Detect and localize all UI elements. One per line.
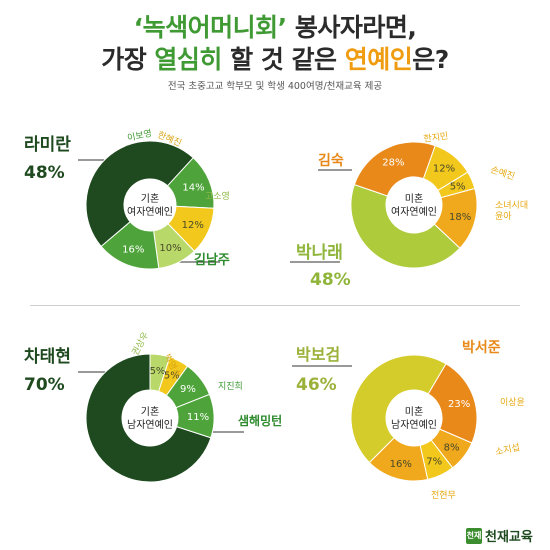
slice-name-label: 지진희 (218, 380, 243, 392)
slice-name-label: 라미란 (24, 135, 71, 155)
slice-value-label: 10% (159, 243, 181, 254)
slice-name-label: 박나래 (296, 243, 343, 263)
slice-value-label: 12% (433, 164, 455, 175)
page-title-line1: ‘녹색어머니회’ 봉사자라면, (0, 8, 550, 44)
slice-name-label: 손예진 (489, 164, 516, 182)
page-title-line2: 가장 열심히 할 것 같은 연예인은? (0, 40, 550, 76)
slice-name-label: 전현무 (431, 490, 456, 501)
title-highlight-orange: 연예인 (344, 45, 413, 74)
main-slice-value-label: 70% (24, 375, 65, 395)
slice-name-label: 샘해밍턴 (238, 413, 282, 428)
donut-center-title: 남자연예인 (127, 419, 173, 431)
slice-value-label: 5% (150, 366, 166, 377)
slice-name-label: 김숙 (318, 152, 344, 169)
donut-center-title: 남자연예인 (391, 419, 437, 431)
slice-name-part: 윤아 (495, 211, 512, 222)
donut-center-title: 미혼 (405, 192, 423, 205)
slice-name-part: 소녀시대 (495, 200, 528, 211)
slice-name-label: 이보영 (126, 128, 153, 144)
slice-name-label: 박보검 (296, 345, 340, 364)
donut-center (125, 180, 175, 230)
pie-slice-5 (175, 393, 215, 439)
pie-slice-1 (85, 140, 194, 248)
slice-name-label: 한지민 (423, 131, 449, 145)
slice-name-label: 권상우 (129, 330, 151, 358)
pie-slice-5 (368, 437, 429, 482)
pie-slice-1 (350, 354, 447, 464)
donut-center-title: 기혼 (141, 192, 159, 205)
main-slice-value-label: 48% (24, 163, 65, 183)
slice-name-label: 박서준 (462, 339, 501, 356)
section-divider (30, 305, 520, 306)
pie-slice-1 (350, 183, 461, 269)
source-subtitle: 전국 초중고교 학부모 및 학생 400여명/천재교육 제공 (167, 81, 383, 92)
slice-value-label: 5% (450, 182, 466, 193)
slice-value-label: 18% (449, 212, 471, 223)
main-slice-value-label: 46% (296, 375, 337, 395)
pie-slice-1 (85, 353, 212, 483)
donut-center (387, 178, 441, 232)
title-line1-rest: 봉사자라면, (286, 13, 417, 42)
slice-value-label: 16% (122, 244, 144, 255)
slice-name-label: 김남주 (194, 252, 230, 268)
title-quote: ‘녹색어머니회’ (133, 13, 288, 42)
main-slice-value-label: 48% (310, 270, 351, 290)
pie-slice-5 (100, 221, 160, 270)
slice-value-label: 16% (390, 459, 412, 470)
slice-name-label: 소지섭 (494, 442, 521, 458)
slice-name-label: 이상윤 (500, 397, 525, 408)
slice-value-label: 14% (182, 183, 204, 194)
slice-value-label: 5% (164, 371, 180, 382)
slice-value-label: 23% (448, 399, 470, 410)
slice-name-label: 차태현 (24, 347, 71, 367)
slice-value-label: 9% (180, 384, 196, 395)
slice-value-label: 28% (382, 158, 404, 169)
title-highlight-green: 열심히 (154, 45, 222, 74)
slice-value-label: 7% (426, 456, 442, 467)
slice-value-label: 8% (444, 443, 460, 454)
publisher-logo: 천재 천재교육 (466, 526, 533, 545)
donut-center-title: 여자연예인 (127, 206, 173, 218)
slice-value-label: 11% (187, 412, 209, 423)
logo-mark: 천재 (466, 527, 482, 544)
donut-center-title: 기혼 (141, 405, 159, 418)
donut-center (123, 391, 177, 445)
title-line2-b: 할 것 같은 (221, 45, 345, 74)
donut-center (387, 391, 441, 445)
pie-slice-5 (433, 187, 478, 249)
slice-name-label: 소녀시대 윤아 (495, 200, 528, 222)
title-line2-a: 가장 (101, 45, 155, 74)
donut-center-title: 미혼 (405, 405, 423, 418)
slice-value-label: 12% (182, 220, 204, 231)
title-line2-c: 은? (412, 45, 449, 74)
slice-name-label: 고소영 (205, 191, 230, 202)
pie-slice-2 (353, 141, 436, 197)
donut-center-title: 여자연예인 (391, 206, 437, 218)
logo-text: 천재교육 (485, 530, 533, 545)
